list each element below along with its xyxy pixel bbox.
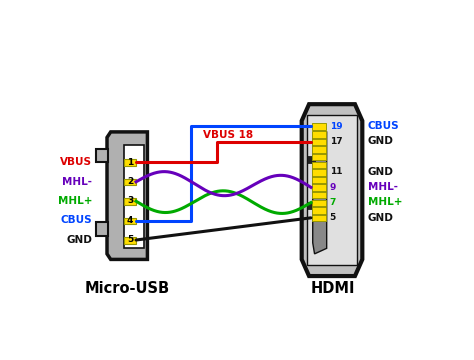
Bar	[96, 149, 108, 162]
Text: MHL-: MHL-	[368, 182, 398, 192]
Bar	[307, 156, 315, 163]
Text: VBUS: VBUS	[60, 157, 92, 167]
Text: 2: 2	[127, 177, 133, 186]
Text: 19: 19	[329, 122, 342, 131]
Bar	[312, 131, 326, 138]
Text: 5: 5	[329, 213, 336, 222]
Bar	[312, 176, 326, 183]
Text: 9: 9	[329, 183, 336, 192]
Polygon shape	[107, 132, 147, 260]
Bar	[124, 237, 136, 244]
Polygon shape	[301, 104, 362, 276]
Text: GND: GND	[368, 167, 394, 177]
Text: MHL+: MHL+	[368, 197, 402, 207]
Text: MHL+: MHL+	[58, 196, 92, 206]
Bar	[307, 202, 315, 209]
Text: 17: 17	[329, 137, 342, 146]
Text: GND: GND	[66, 235, 92, 245]
Bar	[124, 145, 144, 248]
Bar	[312, 169, 326, 176]
Text: HDMI: HDMI	[310, 281, 355, 296]
Bar	[124, 179, 136, 185]
Text: GND: GND	[368, 136, 394, 146]
Bar	[312, 207, 326, 214]
Text: 5: 5	[127, 235, 133, 244]
Text: VBUS 18: VBUS 18	[202, 130, 253, 140]
Bar	[312, 162, 326, 168]
Text: CBUS: CBUS	[368, 121, 400, 131]
Bar	[312, 192, 326, 198]
Polygon shape	[313, 126, 327, 254]
Bar	[96, 222, 108, 236]
Text: 11: 11	[329, 167, 342, 176]
Bar	[312, 146, 326, 153]
Text: 4: 4	[127, 216, 133, 225]
Bar	[307, 115, 357, 265]
Bar	[124, 198, 136, 205]
Bar	[124, 159, 136, 166]
Bar	[312, 215, 326, 221]
Text: Micro-USB: Micro-USB	[85, 281, 170, 296]
Text: GND: GND	[368, 212, 394, 222]
Bar	[312, 139, 326, 145]
Bar	[312, 154, 326, 161]
Bar	[312, 123, 326, 130]
Text: 3: 3	[127, 197, 133, 206]
Bar	[312, 199, 326, 206]
Text: 1: 1	[127, 158, 133, 167]
Bar	[124, 217, 136, 224]
Text: MHL-: MHL-	[62, 176, 92, 186]
Bar	[312, 184, 326, 191]
Text: 7: 7	[329, 198, 336, 207]
Text: CBUS: CBUS	[61, 215, 92, 225]
